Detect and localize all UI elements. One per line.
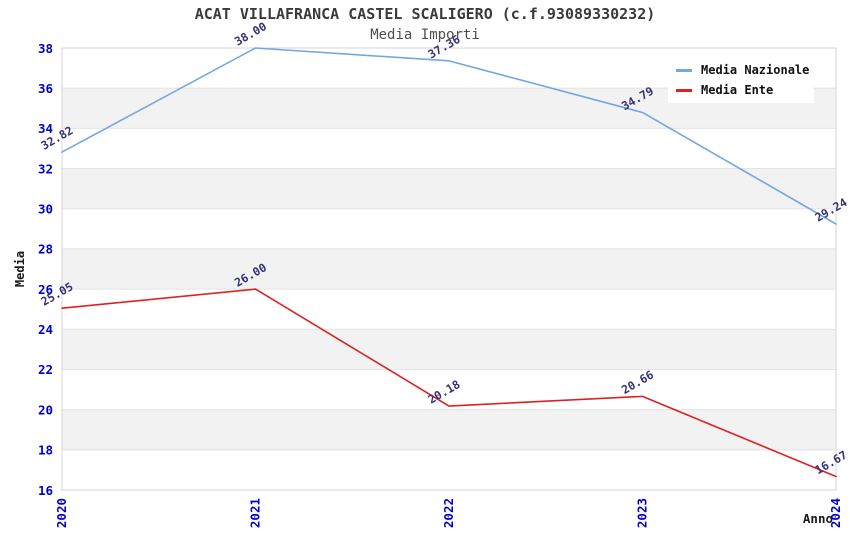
chart-title: ACAT VILLAFRANCA CASTEL SCALIGERO (c.f.9… (194, 5, 656, 23)
plot-band (62, 329, 836, 370)
plot-band (62, 248, 836, 290)
series-line-media-nazionale (61, 47, 837, 225)
legend-line-sample-nazionale-icon (676, 68, 692, 72)
y-tick-label: 38 (38, 41, 53, 56)
x-tick-label: 2024 (828, 498, 843, 528)
y-tick-label: 34 (38, 121, 53, 136)
legend-item-media-ente: Media Ente (676, 84, 810, 96)
y-tick-label: 32 (38, 161, 53, 176)
y-axis-title: Media (13, 251, 27, 287)
plot-border (61, 47, 837, 491)
x-tick-label: 2021 (248, 498, 263, 528)
legend-label-media-ente: Media Ente (701, 83, 774, 97)
y-tick-label: 36 (38, 81, 53, 96)
y-tick-label: 26 (38, 282, 53, 297)
y-tick-label: 22 (38, 362, 53, 377)
x-tick-label: 2020 (54, 498, 69, 528)
y-tick-label: 20 (38, 402, 53, 417)
y-tick-label: 18 (38, 443, 53, 458)
x-tick-label: 2022 (441, 498, 456, 528)
y-tick-label: 24 (38, 322, 53, 337)
y-tick-label: 28 (38, 242, 53, 257)
series-line-media-ente (61, 288, 837, 478)
chart-subtitle: Media Importi (370, 27, 480, 43)
x-axis-title: Anno (803, 511, 833, 526)
y-tick-label: 30 (38, 201, 53, 216)
plot-band (62, 168, 836, 209)
legend-item-media-nazionale: Media Nazionale (676, 64, 810, 76)
plot-band (62, 409, 836, 450)
legend-label-media-nazionale: Media Nazionale (701, 63, 810, 77)
y-tick-label: 16 (38, 483, 53, 498)
legend-line-sample-ente-icon (676, 88, 692, 92)
legend: Media Nazionale Media Ente (668, 57, 814, 103)
x-tick-label: 2023 (635, 498, 650, 528)
point-label-media-nazionale: 38.00 (232, 19, 269, 48)
